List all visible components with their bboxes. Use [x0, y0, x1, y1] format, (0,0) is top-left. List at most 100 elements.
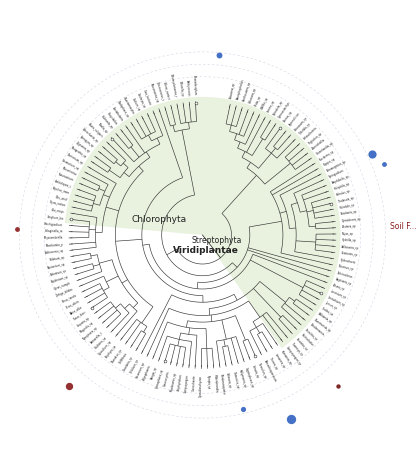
Text: Groenlandia_sp: Groenlandia_sp — [315, 141, 335, 156]
Text: Amphibolis_sp: Amphibolis_sp — [331, 174, 350, 185]
Text: Magnolia_sp: Magnolia_sp — [79, 321, 94, 334]
Text: Compsopogon_sp: Compsopogon_sp — [285, 345, 302, 366]
Text: Codium_sp: Codium_sp — [131, 97, 141, 111]
Text: Chondrus_sp: Chondrus_sp — [110, 348, 123, 364]
Text: Palmaria_sp: Palmaria_sp — [225, 372, 232, 388]
Text: Taxus_bacc: Taxus_bacc — [72, 310, 87, 321]
Text: Sagittaria_sp: Sagittaria_sp — [334, 277, 352, 286]
Text: Pyropia_sp: Pyropia_sp — [206, 375, 210, 389]
Text: Gymnostachys: Gymnostachys — [278, 101, 291, 119]
Text: Scinaia_sp: Scinaia_sp — [250, 365, 259, 379]
Text: Echinodorus: Echinodorus — [336, 271, 353, 279]
Text: Oryza_sativa: Oryza_sativa — [49, 200, 66, 208]
Text: Balbiania_sp: Balbiania_sp — [317, 312, 333, 325]
Text: Chlorella_sp: Chlorella_sp — [178, 80, 184, 97]
Text: Chlamydomonas_r: Chlamydomonas_r — [169, 73, 178, 98]
Text: Posidonia_sp: Posidonia_sp — [340, 210, 358, 216]
Text: Micromonas_sp: Micromonas_sp — [148, 83, 159, 103]
Text: Sequoia_sp: Sequoia_sp — [76, 315, 91, 328]
Text: Adiantum_sp: Adiantum_sp — [50, 268, 68, 276]
Text: Asplenium_sp: Asplenium_sp — [51, 274, 70, 284]
Text: Halimeda_sp: Halimeda_sp — [100, 115, 113, 130]
Text: Tuomeya_sp: Tuomeya_sp — [290, 341, 303, 356]
Text: Acetabularia: Acetabularia — [111, 106, 124, 122]
Text: Limnobium_sp: Limnobium_sp — [327, 295, 346, 307]
Text: Bathycoccus: Bathycoccus — [185, 79, 191, 96]
Text: Caulerpa_sp: Caulerpa_sp — [136, 92, 147, 109]
Text: Kumanoa_sp: Kumanoa_sp — [279, 349, 292, 366]
Text: Ulva_lactuca: Ulva_lactuca — [143, 89, 152, 106]
Text: Vitis_vinif: Vitis_vinif — [55, 194, 68, 201]
Text: Japonolirion: Japonolirion — [288, 112, 301, 127]
Text: Abies_alba: Abies_alba — [69, 305, 83, 315]
Text: Psilotum_sp: Psilotum_sp — [49, 256, 65, 262]
Text: Syringodium: Syringodium — [329, 168, 346, 179]
Text: Halodule_sp: Halodule_sp — [339, 203, 356, 210]
Text: Petrosavia_sp: Petrosavia_sp — [293, 115, 308, 132]
Text: Griffithsia: Griffithsia — [118, 352, 129, 365]
Text: Rhodosorus_sp: Rhodosorus_sp — [170, 372, 177, 392]
Text: Zygnema_sp: Zygnema_sp — [75, 141, 91, 154]
Text: Volvox_carteri: Volvox_carteri — [163, 81, 171, 100]
Text: Tofieldia_sp: Tofieldia_sp — [298, 122, 312, 136]
Text: Chara_vulgaris: Chara_vulgaris — [87, 122, 104, 139]
Text: Marchantia_p: Marchantia_p — [45, 243, 63, 248]
Text: Hildenbrandia: Hildenbrandia — [212, 374, 218, 393]
Text: Cycas_rumph: Cycas_rumph — [54, 281, 72, 290]
Text: Butomus_sp: Butomus_sp — [338, 264, 355, 272]
Text: Sheathia_sp: Sheathia_sp — [304, 328, 319, 341]
Text: Acorus_sp: Acorus_sp — [283, 110, 294, 123]
Text: Polysiphonia: Polysiphonia — [142, 364, 152, 381]
Text: Arisaema_sp: Arisaema_sp — [229, 82, 237, 99]
Text: Najas_sp: Najas_sp — [342, 232, 354, 236]
Text: Cyanidioschyzon: Cyanidioschyzon — [199, 375, 203, 397]
Text: Porphyridium: Porphyridium — [177, 373, 184, 391]
Text: Arabidopsis_t: Arabidopsis_t — [54, 179, 72, 189]
Text: Gracilaria_sp: Gracilaria_sp — [123, 355, 134, 372]
Point — [381, 161, 387, 168]
Text: Triglochin_sp: Triglochin_sp — [307, 132, 323, 146]
Text: Cyanidium_sp: Cyanidium_sp — [98, 340, 113, 356]
Text: Streptophyta: Streptophyta — [191, 236, 241, 245]
Text: Juncus_sp: Juncus_sp — [324, 301, 337, 311]
Text: Mougeotia_sp: Mougeotia_sp — [70, 146, 87, 159]
Text: Brachypodium: Brachypodium — [44, 222, 63, 227]
Text: Paralemanea: Paralemanea — [309, 322, 325, 337]
Text: Glaucocystis: Glaucocystis — [163, 370, 171, 387]
Text: Chlorophyta: Chlorophyta — [131, 215, 186, 224]
Text: Enhalus_sp: Enhalus_sp — [336, 189, 351, 197]
Text: Ginkgo_biloba: Ginkgo_biloba — [55, 287, 74, 298]
Text: Zostera_sp: Zostera_sp — [342, 225, 357, 229]
Text: Thorea_sp: Thorea_sp — [268, 356, 278, 370]
Point — [369, 150, 375, 158]
Text: Porphyra_sp: Porphyra_sp — [105, 344, 118, 359]
Text: Wolffia_sp: Wolffia_sp — [260, 96, 270, 110]
Text: Elodea_sp: Elodea_sp — [320, 306, 333, 317]
Text: Staurastrum: Staurastrum — [58, 172, 74, 183]
Text: Stuckenia_sp: Stuckenia_sp — [319, 149, 336, 162]
Point — [334, 383, 341, 390]
Text: Nemalion_sp: Nemalion_sp — [257, 362, 267, 379]
Text: Phaeodactylum: Phaeodactylum — [192, 75, 197, 95]
Text: Ostreococcus_t: Ostreococcus_t — [155, 81, 165, 102]
Text: Zea_mays: Zea_mays — [51, 208, 65, 214]
Text: Micrasterias: Micrasterias — [61, 166, 77, 177]
Text: Nymphaea_sp: Nymphaea_sp — [82, 326, 99, 341]
Text: Chaetomorpha: Chaetomorpha — [122, 96, 135, 115]
Text: Cosmarium_sp: Cosmarium_sp — [61, 158, 80, 171]
Text: Potamogeton_sp: Potamogeton_sp — [326, 159, 347, 173]
Text: Populus_trem: Populus_trem — [51, 186, 70, 195]
Text: Selaginella_m: Selaginella_m — [45, 229, 63, 234]
Text: Gelidium_sp: Gelidium_sp — [129, 358, 140, 375]
Text: Closterium_sp: Closterium_sp — [66, 152, 84, 165]
Text: Dumontia_sp: Dumontia_sp — [232, 371, 239, 389]
Text: Amborella_t: Amborella_t — [89, 331, 103, 345]
Text: Sirodotia_sp: Sirodotia_sp — [295, 337, 309, 352]
Text: Spirodela_sp: Spirodela_sp — [272, 100, 284, 116]
Text: Ruppia_sp: Ruppia_sp — [323, 157, 336, 167]
Text: Lemanea_sp: Lemanea_sp — [274, 353, 286, 369]
Point — [215, 52, 222, 59]
Wedge shape — [65, 97, 341, 348]
Text: Physcomitrella: Physcomitrella — [43, 236, 63, 241]
Text: Cryptopleura_sp: Cryptopleura_sp — [244, 367, 255, 389]
